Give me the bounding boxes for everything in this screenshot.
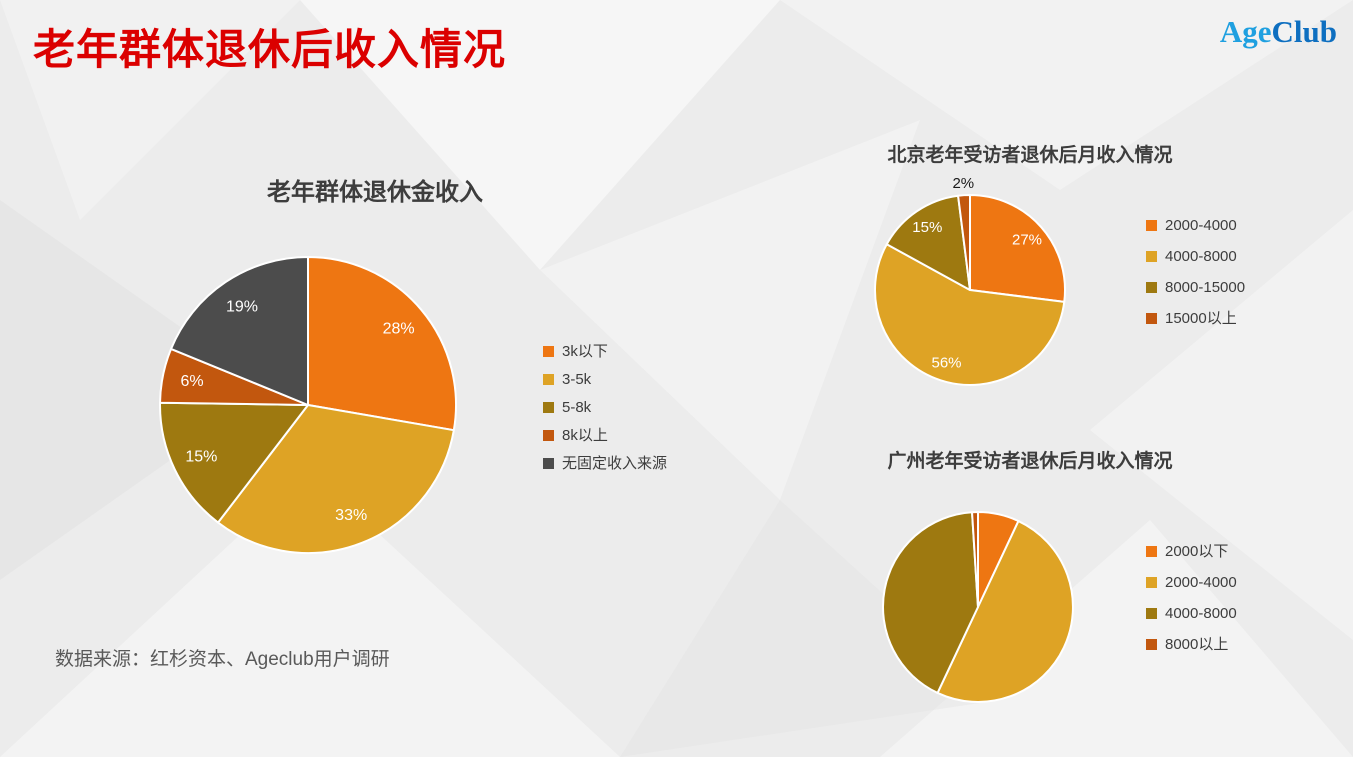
- pie-slice-2000-4000: [936, 520, 1074, 703]
- legend-swatch: [1146, 608, 1157, 619]
- pie-slice-2000-4000: [969, 194, 1066, 303]
- legend-swatch: [1146, 639, 1157, 650]
- legend-label: 8000以上: [1165, 636, 1229, 653]
- legend-swatch: [543, 458, 554, 469]
- legend-swatch: [1146, 282, 1157, 293]
- chart-title-guangzhou: 广州老年受访者退休后月收入情况: [887, 451, 1173, 472]
- legend-swatch: [543, 374, 554, 385]
- pie-data-label: 27%: [1012, 232, 1042, 249]
- legend-label: 8000-15000: [1165, 279, 1246, 296]
- pie-chart-beijing: 27% 56% 15% 2%: [857, 175, 1083, 403]
- pie-slice-4000-8000: [882, 511, 979, 694]
- legend-label: 3-5k: [562, 371, 592, 388]
- legend-item: 8000以上: [1146, 637, 1237, 652]
- legend-swatch: [1146, 577, 1157, 588]
- legend-swatch: [1146, 546, 1157, 557]
- legend-label: 2000-4000: [1165, 217, 1237, 234]
- legend-pension: 3k以下 3-5k 5-8k 8k以上无固定收入来源: [543, 344, 667, 484]
- pie-data-label: 56%: [931, 354, 961, 371]
- legend-label: 2000-4000: [1165, 574, 1237, 591]
- pie-data-label: 15%: [185, 449, 217, 466]
- legend-item: 4000-8000: [1146, 606, 1237, 621]
- legend-item: 2000-4000: [1146, 575, 1237, 590]
- legend-label: 4000-8000: [1165, 248, 1237, 265]
- legend-label: 8k以上: [562, 427, 608, 444]
- pie-data-label: 2%: [952, 177, 974, 192]
- pie-data-label: 6%: [180, 373, 203, 390]
- pie-slice-3-5k: [217, 404, 455, 554]
- legend-label: 5-8k: [562, 399, 592, 416]
- legend-label: 15000以上: [1165, 310, 1237, 327]
- legend-swatch: [1146, 220, 1157, 231]
- pie-chart-guangzhou: [865, 494, 1091, 720]
- legend-item: 4000-8000: [1146, 249, 1245, 264]
- pie-slice-8000以上: [971, 511, 979, 608]
- legend-item: 5-8k: [543, 400, 667, 415]
- page-title: 老年群体退休后收入情况: [33, 26, 507, 73]
- legend-swatch: [543, 402, 554, 413]
- legend-item: 15000以上: [1146, 311, 1245, 326]
- pie-slice-15000以上: [957, 194, 971, 291]
- pie-data-label: 33%: [335, 507, 367, 524]
- legend-item: 3-5k: [543, 372, 667, 387]
- pie-chart-pension: 28% 33% 15% 6% 19%: [148, 245, 468, 565]
- chart-title-pension: 老年群体退休金收入: [267, 179, 483, 206]
- logo-club-text: Club: [1271, 14, 1337, 49]
- pie-slice-5-8k: [159, 401, 309, 524]
- legend-label: 无固定收入来源: [562, 455, 668, 472]
- legend-swatch: [543, 430, 554, 441]
- legend-swatch: [1146, 251, 1157, 262]
- pie-slice-8000-15000: [885, 194, 971, 291]
- legend-swatch: [543, 346, 554, 357]
- legend-guangzhou: 2000以下 2000-4000 4000-8000 8000以上: [1146, 544, 1237, 668]
- pie-slice-3k以下: [307, 256, 457, 432]
- pie-slice-4000-8000: [874, 243, 1066, 386]
- legend-item: 2000-4000: [1146, 218, 1245, 233]
- pie-slice-无固定收入来源: [170, 256, 309, 406]
- chart-title-beijing: 北京老年受访者退休后月收入情况: [887, 145, 1173, 166]
- legend-item: 无固定收入来源: [543, 456, 667, 471]
- legend-item: 2000以下: [1146, 544, 1237, 559]
- pie-data-label: 15%: [912, 219, 942, 236]
- ageclub-logo: AgeClub: [1220, 14, 1337, 50]
- legend-item: 8000-15000: [1146, 280, 1245, 295]
- legend-item: 3k以下: [543, 344, 667, 359]
- legend-label: 4000-8000: [1165, 605, 1237, 622]
- legend-item: 8k以上: [543, 428, 667, 443]
- pie-data-label: 19%: [226, 299, 258, 316]
- pie-data-label: 28%: [383, 321, 415, 338]
- data-source-note: 数据来源：红杉资本、Ageclub用户调研: [55, 649, 390, 670]
- legend-label: 2000以下: [1165, 543, 1229, 560]
- legend-label: 3k以下: [562, 343, 608, 360]
- legend-beijing: 2000-4000 4000-8000 8000-15000 15000以上: [1146, 218, 1245, 342]
- logo-age-text: Age: [1219, 14, 1272, 49]
- legend-swatch: [1146, 313, 1157, 324]
